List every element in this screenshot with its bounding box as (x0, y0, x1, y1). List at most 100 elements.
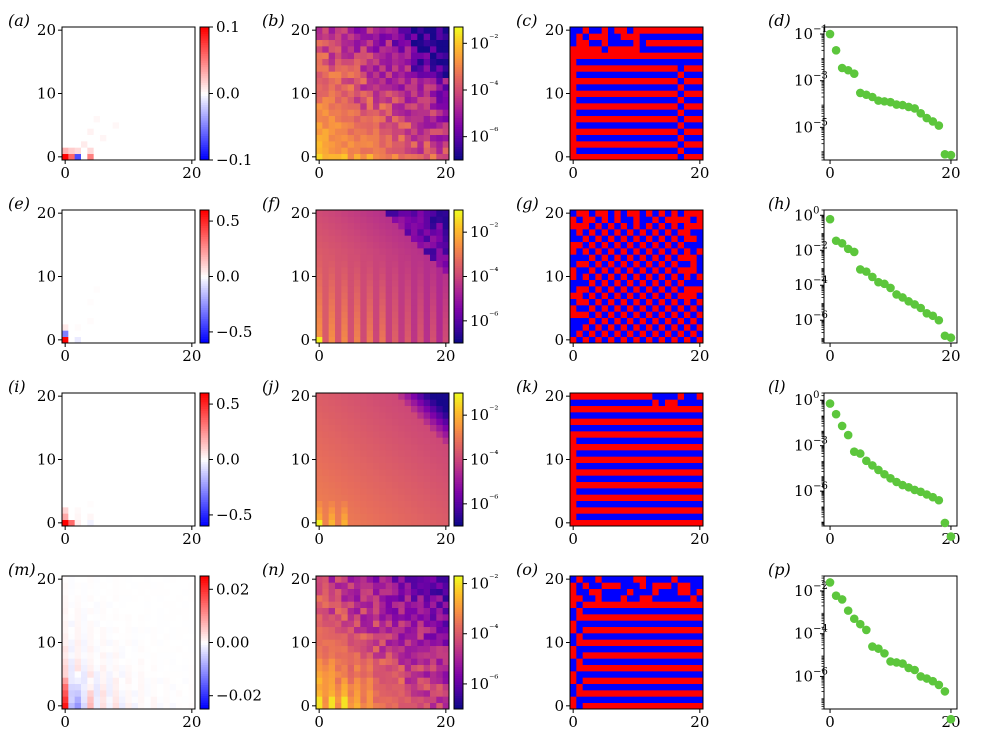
heatmap-cell (157, 216, 164, 224)
heatmap-cell (144, 456, 152, 464)
heatmap-cell (589, 431, 596, 438)
colorbar-segment (200, 106, 209, 110)
heatmap-cell (658, 128, 666, 136)
heatmap-cell (589, 141, 596, 148)
heatmap-cell (385, 399, 393, 407)
heatmap-cell (322, 84, 330, 91)
heatmap-cell (677, 286, 685, 293)
heatmap-cell (366, 115, 374, 123)
heatmap-cell (68, 595, 76, 602)
heatmap-cell (379, 437, 387, 445)
x-tick-label: 20 (690, 164, 709, 182)
heatmap-cell (335, 248, 342, 255)
heatmap-cell (62, 58, 69, 66)
data-point (880, 469, 889, 479)
heatmap-cell (360, 128, 368, 136)
heatmap-cell (373, 267, 380, 274)
heatmap-cell (652, 519, 660, 527)
heatmap-cell (627, 115, 634, 123)
heatmap-cell (398, 443, 406, 451)
heatmap-cell (639, 229, 647, 236)
heatmap-cell (646, 519, 653, 527)
heatmap-cell (68, 84, 76, 91)
heatmap-cell (576, 412, 584, 419)
heatmap-cell (354, 324, 361, 331)
heatmap-cell (671, 475, 679, 483)
heatmap-cell (138, 216, 145, 224)
heatmap-cell (62, 450, 69, 457)
heatmap-cell (417, 235, 425, 243)
heatmap-cell (74, 84, 82, 91)
heatmap-cell (633, 260, 641, 268)
heatmap-cell (398, 418, 406, 426)
colorbar-segment (200, 133, 209, 137)
heatmap-cell (589, 90, 596, 98)
colorbar-segment (200, 38, 209, 41)
heatmap-cell (163, 494, 171, 502)
heatmap-cell (430, 399, 437, 407)
heatmap-cell (620, 90, 628, 98)
heatmap-cell (188, 115, 196, 123)
heatmap-cell (341, 39, 349, 47)
heatmap-cell (582, 481, 590, 489)
y-tick-label: 0 (46, 331, 56, 349)
heatmap-cell (671, 443, 679, 451)
colorbar-segment (454, 109, 463, 112)
heatmap-cell (341, 475, 349, 483)
heatmap-cell (696, 65, 704, 72)
heatmap-cell (576, 33, 584, 41)
colorbar-segment (200, 468, 209, 471)
heatmap-cell (169, 141, 177, 148)
heatmap-cell (385, 103, 393, 110)
heatmap-cell (68, 241, 76, 249)
heatmap-cell (658, 469, 666, 476)
heatmap-cell (100, 620, 107, 628)
heatmap-cell (119, 279, 126, 287)
heatmap-cell (633, 241, 641, 249)
heatmap-cell (328, 273, 336, 281)
heatmap-cell (595, 229, 603, 236)
heatmap-cell (366, 39, 374, 47)
heatmap-cell (93, 620, 101, 628)
heatmap-cell (322, 273, 330, 281)
colorbar-segment (200, 426, 209, 429)
heatmap-cell (188, 317, 196, 325)
heatmap-cell (576, 65, 584, 72)
heatmap-cell (119, 683, 126, 691)
heatmap-cell (176, 456, 183, 464)
heatmap-cell (614, 456, 622, 464)
heatmap-cell (633, 330, 641, 338)
x-tick-label: 20 (182, 164, 201, 182)
heatmap-cell (360, 443, 368, 451)
heatmap-cell (112, 450, 120, 457)
heatmap-cell (671, 456, 679, 464)
heatmap-cell (690, 450, 698, 457)
heatmap-cell (430, 393, 437, 400)
heatmap-cell (68, 664, 76, 672)
colorbar-segment (454, 95, 463, 99)
heatmap-cell (385, 229, 393, 236)
heatmap-cell (341, 90, 349, 98)
heatmap-cell (582, 456, 590, 464)
heatmap-cell (354, 469, 361, 476)
heatmap-cell (125, 424, 133, 432)
colorbar-segment (454, 249, 463, 253)
heatmap-cell (316, 311, 323, 319)
heatmap-cell (373, 513, 380, 521)
heatmap-cell (379, 90, 387, 98)
heatmap-cell (696, 488, 704, 495)
heatmap-cell (646, 494, 653, 502)
heatmap-cell (131, 96, 139, 104)
heatmap-cell (671, 229, 679, 236)
heatmap-cell (106, 336, 114, 344)
heatmap-cell (595, 267, 603, 274)
colorbar-segment (454, 508, 463, 511)
heatmap-cell (589, 292, 596, 300)
heatmap-cell (341, 513, 349, 521)
heatmap-cell (385, 210, 393, 217)
heatmap-cell (119, 513, 126, 521)
heatmap-cell (442, 153, 450, 161)
heatmap-cell (176, 216, 183, 224)
heatmap-cell (633, 292, 641, 300)
heatmap-cell (582, 222, 590, 230)
